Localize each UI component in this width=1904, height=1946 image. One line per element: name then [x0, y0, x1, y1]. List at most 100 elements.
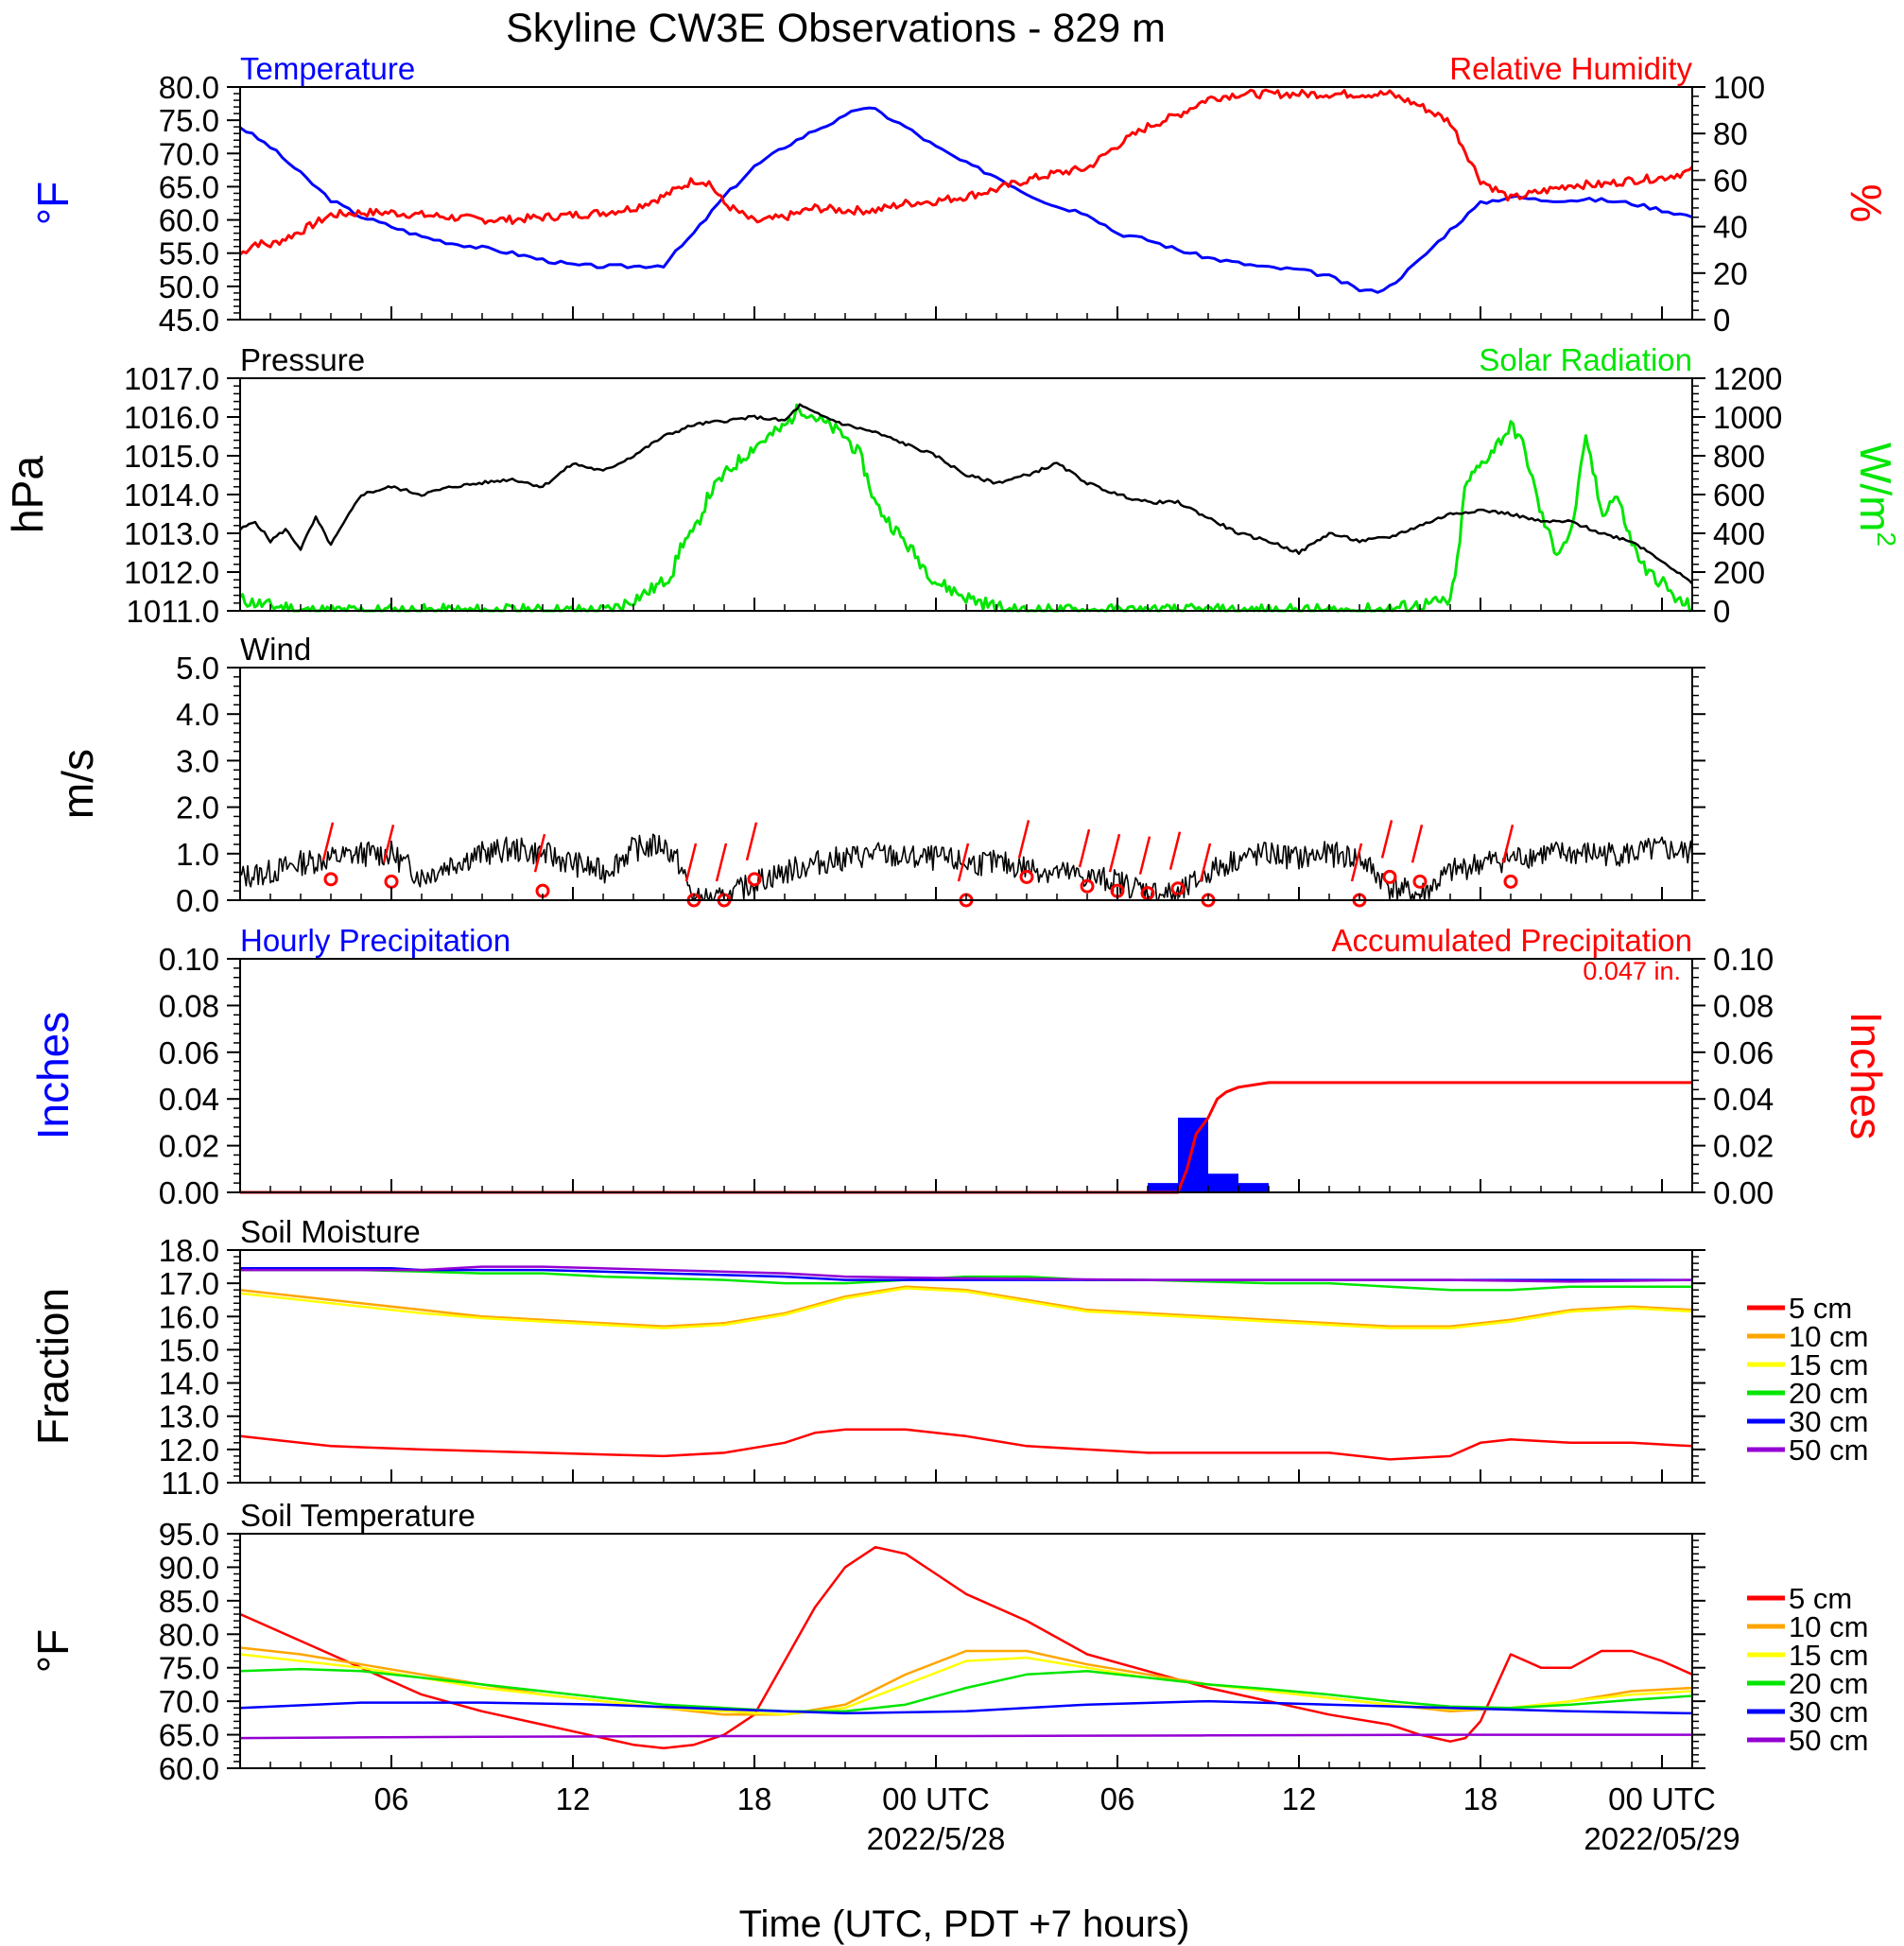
- legend-label: 30 cm: [1789, 1695, 1868, 1729]
- left-tick-label: 75.0: [159, 1651, 219, 1686]
- right-tick-label: 0: [1713, 594, 1730, 629]
- left-tick-label: 1.0: [176, 837, 219, 872]
- left-tick-label: 45.0: [159, 303, 219, 338]
- left-tick-label: 11.0: [161, 1466, 219, 1501]
- wind-barb-station: [1080, 878, 1095, 894]
- left-tick-label: 16.0: [159, 1299, 219, 1334]
- panel-left-title: Soil Moisture: [240, 1214, 421, 1249]
- right-axis-label: %: [1842, 184, 1891, 223]
- left-tick-label: 1012.0: [124, 555, 219, 590]
- legend-label: 20 cm: [1789, 1377, 1868, 1410]
- series-line-5-cm: [239, 1545, 1693, 1749]
- series-line-20-cm: [240, 1268, 1692, 1292]
- legend-label: 15 cm: [1789, 1639, 1868, 1672]
- left-tick-label: 1011.0: [127, 594, 219, 629]
- left-tick-label: 0.08: [159, 988, 219, 1023]
- wind-barb-shaft: [957, 843, 970, 882]
- wind-barb-shaft: [1078, 828, 1091, 868]
- panels-group: Temperature Relative Humidity°F %45.050.05…: [3, 51, 1901, 1786]
- left-tick-label: 1015.0: [124, 439, 219, 474]
- left-tick-label: 90.0: [159, 1550, 219, 1585]
- left-tick-label: 0.04: [159, 1082, 219, 1117]
- right-tick-label: 0.10: [1713, 942, 1774, 977]
- x-tick-label: 12: [1282, 1781, 1317, 1816]
- right-tick-label: 40: [1713, 210, 1748, 245]
- wind-barb-station: [1019, 869, 1034, 884]
- left-tick-label: 80.0: [159, 1617, 219, 1652]
- right-tick-label: 60: [1713, 163, 1748, 198]
- panel-left-title: Wind: [240, 632, 311, 667]
- left-tick-label: 65.0: [159, 169, 219, 204]
- wind-barb-shaft: [715, 843, 728, 882]
- wind-barb-station: [323, 872, 338, 887]
- left-tick-label: 2.0: [176, 791, 219, 825]
- right-tick-label: 800: [1713, 439, 1765, 474]
- left-axis-label: °F: [28, 1629, 78, 1674]
- left-tick-label: 80.0: [159, 70, 219, 105]
- right-tick-label: 1200: [1713, 361, 1782, 396]
- panel-left-title: Temperature: [240, 51, 415, 86]
- panel-right-title: Accumulated Precipitation: [1331, 923, 1692, 958]
- wind-barb-shaft: [382, 825, 395, 863]
- series-line-relative-humidity: [238, 88, 1694, 256]
- left-tick-label: 1013.0: [124, 516, 219, 551]
- left-tick-label: 0.10: [159, 942, 219, 977]
- right-axis-label-exponent: 2: [1872, 531, 1901, 547]
- wind-barb-shaft: [1350, 843, 1363, 882]
- precip-bar: [1148, 1183, 1178, 1192]
- left-tick-label: 0.0: [176, 883, 219, 918]
- legend-label: 30 cm: [1789, 1405, 1868, 1438]
- wind-barb-shaft: [1199, 843, 1212, 882]
- left-tick-label: 4.0: [176, 697, 219, 732]
- legend-label: 15 cm: [1789, 1348, 1868, 1381]
- series-line-temperature: [239, 106, 1693, 294]
- x-date-label: 2022/5/28: [867, 1821, 1006, 1856]
- precip-bar: [1238, 1183, 1269, 1192]
- wind-barb-shaft: [1138, 836, 1151, 875]
- left-tick-label: 0.06: [159, 1035, 219, 1070]
- left-tick-label: 60.0: [159, 1751, 219, 1786]
- right-tick-label: 0.04: [1713, 1082, 1774, 1117]
- wind-barb-shaft: [1108, 833, 1121, 873]
- x-date-label: 2022/05/29: [1584, 1821, 1740, 1856]
- legend-label: 20 cm: [1789, 1667, 1868, 1700]
- wind-barb-station: [1382, 869, 1397, 884]
- x-axis-label: Time (UTC, PDT +7 hours): [739, 1903, 1190, 1945]
- x-tick-label: 12: [556, 1781, 591, 1816]
- left-tick-label: 5.0: [176, 651, 219, 686]
- series-line-accumulated-precipitation: [240, 1081, 1692, 1194]
- series-line-50-cm: [239, 1733, 1692, 1740]
- panel-left-title: Hourly Precipitation: [240, 923, 511, 958]
- legend-label: 10 cm: [1789, 1610, 1868, 1643]
- wind-barb-shaft: [321, 822, 335, 861]
- x-axis: 06 12 18 00 UTC 06 12 18 00 UTC 2022/5/28 2022/05…: [374, 1781, 1740, 1856]
- wind-barb-shaft: [1411, 825, 1424, 863]
- series-line-pressure: [239, 403, 1693, 585]
- left-tick-label: 1017.0: [124, 361, 219, 396]
- x-tick-label: 00 UTC: [882, 1781, 990, 1816]
- legend-label: 50 cm: [1789, 1724, 1868, 1757]
- right-tick-label: 0.06: [1713, 1035, 1774, 1070]
- wind-barb-station: [1503, 874, 1518, 889]
- left-tick-label: 75.0: [159, 103, 219, 138]
- right-tick-label: 0.02: [1713, 1129, 1774, 1164]
- legend-label: 5 cm: [1789, 1292, 1852, 1325]
- series-line-50-cm: [240, 1265, 1693, 1283]
- wind-barb-shaft: [1380, 820, 1393, 859]
- right-tick-label: 0.08: [1713, 988, 1774, 1023]
- right-tick-label: 1000: [1713, 400, 1782, 435]
- series-line-wind-speed: [239, 833, 1693, 901]
- left-axis-label: hPa: [3, 456, 52, 533]
- wind-barb-shaft: [533, 833, 546, 873]
- right-axis-label: W/m2: [1851, 443, 1901, 547]
- left-tick-label: 13.0: [159, 1399, 219, 1434]
- right-tick-label: 100: [1713, 70, 1765, 105]
- series-line-30-cm: [239, 1699, 1693, 1715]
- panel-precip: Hourly Precipitation Accumulated Precipit…: [28, 923, 1891, 1210]
- left-tick-label: 18.0: [159, 1233, 219, 1268]
- wind-barb-shaft: [1501, 825, 1515, 863]
- wind-barb-shaft: [745, 822, 758, 861]
